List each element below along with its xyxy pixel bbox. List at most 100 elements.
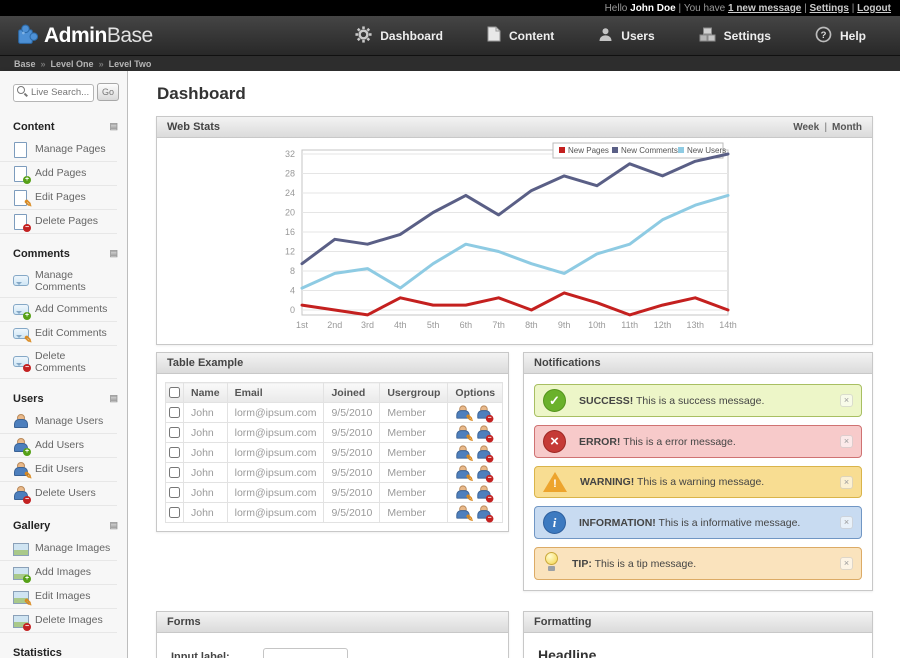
sidebar-item-manage-pages[interactable]: Manage Pages xyxy=(0,138,117,162)
close-icon[interactable]: × xyxy=(840,394,853,407)
section-header-content[interactable]: Content ▤ xyxy=(13,120,118,133)
sidebar-item-add-images[interactable]: + Add Images xyxy=(0,561,117,585)
page-icon xyxy=(13,141,27,158)
month-link[interactable]: Month xyxy=(832,121,862,133)
form-text-input[interactable] xyxy=(263,648,348,658)
user-delete-icon[interactable]: − xyxy=(477,485,494,503)
image-delete-icon: − xyxy=(13,613,31,631)
user-edit-icon: ✎ xyxy=(13,461,32,481)
sidebar-item-manage-users[interactable]: Manage Users xyxy=(0,410,117,434)
settings-link[interactable]: Settings xyxy=(809,2,849,14)
image-icon xyxy=(13,541,29,556)
new-message-link[interactable]: 1 new message xyxy=(727,2,802,14)
search-go-button[interactable]: Go xyxy=(96,82,119,101)
week-link[interactable]: Week xyxy=(793,121,820,133)
sidebar-item-manage-comments[interactable]: Manage Comments xyxy=(0,265,117,298)
sidebar-item-delete-images[interactable]: − Delete Images xyxy=(0,609,117,633)
app-title: AdminBase xyxy=(44,23,153,47)
select-all-checkbox[interactable] xyxy=(169,387,180,399)
section-header-gallery[interactable]: Gallery ▤ xyxy=(13,519,118,532)
svg-text:9th: 9th xyxy=(558,320,571,330)
sidebar-item-edit-comments[interactable]: ✎ Edit Comments xyxy=(0,322,117,346)
sidebar-section-gallery: Gallery ▤ Manage Images + Add Images ✎ Edit Im… xyxy=(0,517,127,633)
svg-text:?: ? xyxy=(821,30,827,41)
breadcrumb: Base» Level One» Level Two xyxy=(0,56,900,71)
sidebar-item-add-comments[interactable]: + Add Comments xyxy=(0,298,117,322)
nav-item-content[interactable]: Content xyxy=(487,26,554,46)
collapse-icon[interactable]: ▤ xyxy=(109,520,118,530)
collapse-icon[interactable]: ▤ xyxy=(109,248,118,258)
nav-item-settings[interactable]: Settings xyxy=(699,26,771,46)
row-checkbox[interactable] xyxy=(169,447,180,459)
user-edit-icon[interactable]: ✎ xyxy=(456,485,474,504)
collapse-icon[interactable]: ▤ xyxy=(109,121,118,131)
user-edit-icon[interactable]: ✎ xyxy=(456,405,474,424)
nav-item-help[interactable]: ? Help xyxy=(815,26,866,46)
svg-text:2nd: 2nd xyxy=(327,320,342,330)
document-icon xyxy=(487,26,501,45)
svg-text:12th: 12th xyxy=(654,320,672,330)
sidebar-item-add-users[interactable]: + Add Users xyxy=(0,434,117,458)
user-icon xyxy=(13,413,28,429)
username: John Doe xyxy=(630,2,676,14)
column-header-name: Name xyxy=(183,382,228,403)
close-icon[interactable]: × xyxy=(840,557,853,570)
search-input[interactable] xyxy=(13,83,94,102)
row-checkbox[interactable] xyxy=(169,407,180,419)
sidebar-sections: Content ▤ Manage Pages + Add Pages ✎ Edit Page… xyxy=(0,118,127,633)
svg-text:20: 20 xyxy=(285,208,295,218)
comment-delete-icon: − xyxy=(13,354,31,372)
user-delete-icon[interactable]: − xyxy=(477,505,494,523)
user-delete-icon[interactable]: − xyxy=(477,405,494,423)
cell-email: lorm@ipsum.com xyxy=(226,442,325,463)
user-edit-icon[interactable]: ✎ xyxy=(456,445,474,464)
cell-email: lorm@ipsum.com xyxy=(226,402,325,423)
close-icon[interactable]: × xyxy=(840,516,853,529)
sidebar-item-manage-images[interactable]: Manage Images xyxy=(0,537,117,561)
sidebar-item-delete-pages[interactable]: − Delete Pages xyxy=(0,210,117,234)
user-delete-icon[interactable]: − xyxy=(477,445,494,463)
svg-text:New Pages: New Pages xyxy=(568,146,609,155)
table-row: John lorm@ipsum.com 9/5/2010 Member ✎ − xyxy=(165,482,504,504)
user-delete-icon[interactable]: − xyxy=(477,425,494,443)
row-checkbox[interactable] xyxy=(169,427,180,439)
user-delete-icon[interactable]: − xyxy=(477,465,494,483)
row-checkbox[interactable] xyxy=(169,507,180,519)
sidebar-item-add-pages[interactable]: + Add Pages xyxy=(0,162,117,186)
close-icon[interactable]: × xyxy=(840,475,853,489)
user-edit-icon[interactable]: ✎ xyxy=(456,425,474,444)
section-header-users[interactable]: Users ▤ xyxy=(13,392,118,405)
close-icon[interactable]: × xyxy=(840,435,853,448)
row-checkbox[interactable] xyxy=(169,467,180,479)
row-checkbox[interactable] xyxy=(169,487,180,499)
notifications-panel: Notifications SUCCESS! This is a success… xyxy=(523,352,873,591)
cell-usergroup: Member xyxy=(379,422,449,443)
input-label: Input label: xyxy=(171,650,230,658)
page-delete-icon: − xyxy=(13,213,31,232)
layout: Go Content▤ Manage Pages+Add Pages✎Edit P… xyxy=(0,71,900,658)
svg-text:4: 4 xyxy=(290,286,295,296)
user-add-icon: + xyxy=(13,437,31,456)
user-edit-icon[interactable]: ✎ xyxy=(456,505,474,524)
breadcrumb-item-level-one[interactable]: Level One xyxy=(50,58,94,69)
svg-text:4th: 4th xyxy=(394,320,407,330)
cell-email: lorm@ipsum.com xyxy=(226,502,325,523)
nav-item-dashboard[interactable]: Dashboard xyxy=(355,25,443,46)
sidebar-item-edit-users[interactable]: ✎ Edit Users xyxy=(0,458,117,482)
table-row: John lorm@ipsum.com 9/5/2010 Member ✎ − xyxy=(165,402,504,424)
nav-item-users[interactable]: Users xyxy=(598,26,655,46)
user-edit-icon[interactable]: ✎ xyxy=(456,465,474,484)
breadcrumb-item-base[interactable]: Base xyxy=(14,58,36,69)
column-header-options: Options xyxy=(447,382,504,403)
collapse-icon[interactable]: ▤ xyxy=(109,393,118,403)
cell-joined: 9/5/2010 xyxy=(323,462,381,483)
logout-link[interactable]: Logout xyxy=(857,2,891,14)
range-switch: Week | Month xyxy=(793,121,862,133)
sidebar-item-delete-users[interactable]: − Delete Users xyxy=(0,482,117,506)
breadcrumb-item-level-two[interactable]: Level Two xyxy=(108,58,152,69)
sidebar-item-delete-comments[interactable]: − Delete Comments xyxy=(0,346,117,379)
app-logo[interactable]: AdminBase xyxy=(14,21,153,51)
section-header-comments[interactable]: Comments ▤ xyxy=(13,247,118,260)
sidebar-item-edit-images[interactable]: ✎ Edit Images xyxy=(0,585,117,609)
sidebar-item-edit-pages[interactable]: ✎ Edit Pages xyxy=(0,186,117,210)
